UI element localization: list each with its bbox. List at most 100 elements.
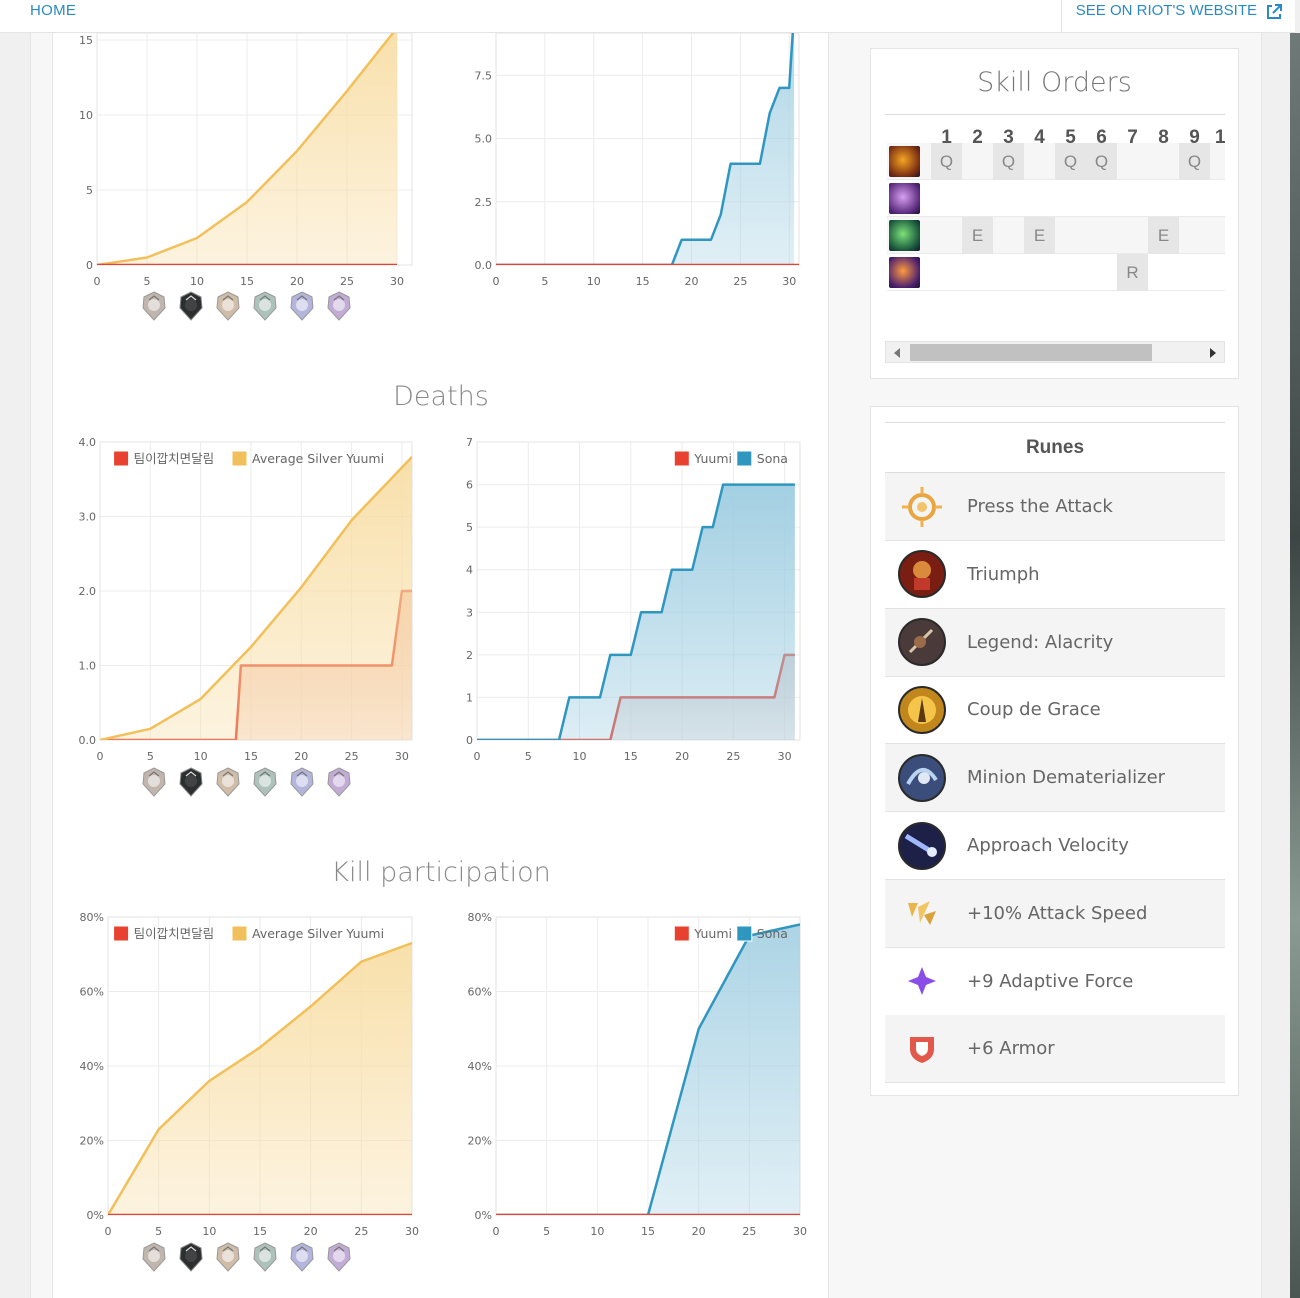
x-tick-label: 15 (624, 750, 638, 763)
rune-row[interactable]: +6 Armor (885, 1015, 1225, 1084)
rune-row[interactable]: Coup de Grace (885, 676, 1225, 745)
y-tick-label: 1 (466, 691, 473, 704)
legend-label: 팀이깝치면달림 (134, 926, 215, 941)
y-tick-label: 2.5 (475, 196, 493, 209)
r-skill-icon (889, 257, 920, 288)
y-tick-label: 0.0 (475, 259, 493, 272)
runes-panel: Runes Press the Attack Triumph Legend: Ala… (870, 406, 1239, 1096)
triumph-icon (897, 549, 947, 599)
y-tick-label: 40% (80, 1060, 104, 1073)
rank-badges-row (141, 1242, 352, 1272)
legend-item[interactable]: Yuumi (673, 450, 732, 467)
iron-badge-icon (142, 767, 166, 797)
bronze-dark-badge-icon (179, 291, 203, 321)
x-tick-label: 20 (692, 1225, 706, 1238)
top-bar: HOME SEE ON RIOT'S WEBSITE (0, 0, 1295, 33)
legend-item[interactable]: 팀이깝치면달림 (113, 925, 215, 942)
rune-label: +9 Adaptive Force (967, 970, 1134, 992)
y-tick-label: 3.0 (79, 511, 97, 524)
x-tick-label: 0 (493, 1225, 500, 1238)
series-area (496, 924, 800, 1215)
x-tick-label: 10 (587, 275, 601, 288)
legend-item[interactable]: Yuumi (673, 925, 732, 942)
x-tick-label: 20 (290, 275, 304, 288)
legend-alacrity-icon (897, 617, 947, 667)
x-tick-label: 0 (105, 1225, 112, 1238)
y-tick-label: 3 (466, 606, 473, 619)
rune-row[interactable]: +9 Adaptive Force (885, 948, 1225, 1016)
rune-label: +10% Attack Speed (967, 902, 1148, 924)
legend-item[interactable]: Average Silver Yuumi (231, 450, 384, 467)
x-tick-label: 15 (253, 1225, 267, 1238)
skill-level-header: 10 (1214, 127, 1225, 148)
legend-item[interactable]: 팀이깝치면달림 (113, 450, 215, 467)
legend-item[interactable]: Sona (736, 925, 788, 942)
skill-cell: Q (1086, 143, 1117, 180)
x-tick-label: 5 (543, 1225, 550, 1238)
series-line (477, 483, 795, 740)
rune-label: Approach Velocity (967, 835, 1129, 856)
skill-cell: Q (1055, 143, 1086, 180)
series-line (108, 941, 412, 1215)
y-tick-label: 7.5 (475, 69, 493, 82)
rune-row[interactable]: Minion Dematerializer (885, 744, 1225, 813)
q-skill-icon (889, 146, 920, 177)
x-tick-label: 20 (294, 750, 308, 763)
x-tick-label: 10 (573, 750, 587, 763)
x-tick-label: 25 (742, 1225, 756, 1238)
y-tick-label: 4.0 (79, 436, 97, 449)
silver-badge-icon (216, 1242, 240, 1272)
rune-row[interactable]: Legend: Alacrity (885, 608, 1225, 677)
x-tick-label: 5 (155, 1225, 162, 1238)
e-skill-icon (889, 220, 920, 251)
x-tick-label: 0 (97, 750, 104, 763)
x-tick-label: 20 (304, 1225, 318, 1238)
y-tick-label: 60% (468, 986, 492, 999)
x-tick-label: 5 (144, 275, 151, 288)
coup-de-grace-icon (897, 685, 947, 735)
x-tick-label: 30 (395, 750, 409, 763)
x-tick-label: 0 (493, 275, 500, 288)
window-edge (1290, 33, 1300, 1298)
x-tick-label: 30 (793, 1225, 807, 1238)
scroll-right-arrow-icon[interactable] (1210, 348, 1216, 358)
skill-table-scrollbar[interactable] (885, 341, 1225, 363)
y-tick-label: 60% (80, 986, 104, 999)
y-tick-label: 10 (79, 109, 93, 122)
external-link-icon (1267, 4, 1282, 19)
skill-cell: E (962, 217, 993, 254)
chart-deaths-vs-average: 0 5 10 15 20 25 30 0.0 1.0 2.0 3.0 4.0 팀이깝치면달림 Averag… (79, 436, 413, 763)
y-tick-label: 0.0 (79, 734, 97, 747)
legend-item[interactable]: Sona (736, 450, 788, 467)
skill-orders-title: Skill Orders (977, 67, 1132, 98)
y-tick-label: 5 (86, 184, 93, 197)
rune-label: Press the Attack (967, 496, 1113, 517)
diamond-badge-icon (327, 1242, 351, 1272)
y-tick-label: 80% (80, 911, 104, 924)
y-tick-label: 2 (466, 649, 473, 662)
gold-badge-icon (253, 291, 277, 321)
series-area (97, 33, 397, 265)
x-tick-label: 25 (340, 275, 354, 288)
scroll-left-arrow-icon[interactable] (894, 348, 900, 358)
legend-item[interactable]: Average Silver Yuumi (231, 925, 384, 942)
legend-label: Yuumi (693, 451, 732, 466)
y-tick-label: 4 (466, 564, 473, 577)
home-link[interactable]: HOME (30, 2, 77, 19)
x-tick-label: 5 (525, 750, 532, 763)
rune-label: +6 Armor (967, 1038, 1055, 1060)
rune-row[interactable]: Press the Attack (885, 473, 1225, 541)
legend-label: 팀이깝치면달림 (134, 451, 215, 466)
rune-row[interactable]: +10% Attack Speed (885, 879, 1225, 948)
series-area (496, 33, 795, 265)
adaptive-force-shard-icon (897, 956, 947, 1006)
riot-website-link[interactable]: SEE ON RIOT'S WEBSITE (1060, 0, 1295, 33)
rune-row[interactable]: Triumph (885, 541, 1225, 609)
skill-row: R (887, 254, 1225, 291)
rune-row[interactable]: Approach Velocity (885, 812, 1225, 880)
scroll-thumb[interactable] (910, 344, 1152, 361)
x-tick-label: 20 (684, 275, 698, 288)
bronze-dark-badge-icon (179, 767, 203, 797)
